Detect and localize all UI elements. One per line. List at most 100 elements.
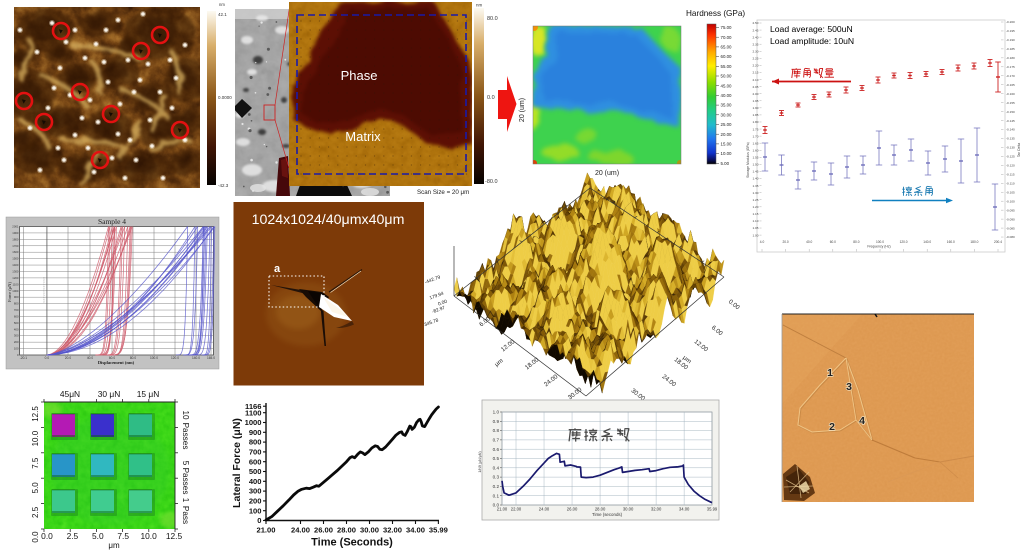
svg-text:5.00: 5.00	[721, 161, 730, 166]
svg-text:20 (um): 20 (um)	[519, 98, 526, 122]
svg-text:-0.085: -0.085	[1006, 226, 1015, 230]
svg-text:Matrix: Matrix	[345, 129, 381, 144]
svg-text:Storage Modulus (GPa): Storage Modulus (GPa)	[746, 142, 750, 178]
svg-text:2.05: 2.05	[752, 85, 758, 89]
svg-text:nm: nm	[219, 2, 225, 7]
svg-text:1: 1	[827, 367, 833, 379]
svg-text:1800: 1800	[12, 237, 19, 241]
svg-text:30.00: 30.00	[721, 112, 733, 117]
svg-text:1.10: 1.10	[752, 219, 758, 223]
svg-text:2.5: 2.5	[31, 506, 40, 518]
svg-text:-0.200: -0.200	[1006, 20, 1015, 24]
svg-text:1600: 1600	[12, 250, 19, 254]
svg-text:2.40: 2.40	[752, 35, 758, 39]
svg-text:-0.130: -0.130	[1006, 146, 1015, 150]
svg-text:300: 300	[249, 487, 262, 496]
svg-text:1100: 1100	[245, 408, 261, 417]
svg-text:-0.160: -0.160	[1006, 92, 1015, 96]
svg-text:-0.135: -0.135	[1006, 137, 1015, 141]
svg-text:Time (Seconds): Time (Seconds)	[311, 537, 393, 549]
svg-text:2.30: 2.30	[752, 49, 758, 53]
svg-text:2.00: 2.00	[752, 92, 758, 96]
svg-text:-0.080: -0.080	[1006, 235, 1015, 239]
svg-text:30.00: 30.00	[360, 526, 379, 535]
svg-text:2.45: 2.45	[752, 28, 758, 32]
svg-text:-0.105: -0.105	[1006, 190, 1015, 194]
svg-text:1000: 1000	[245, 418, 262, 427]
svg-text:-0.190: -0.190	[1006, 38, 1015, 42]
svg-text:Passes: Passes	[181, 468, 190, 495]
svg-text:21.00: 21.00	[497, 507, 508, 512]
svg-text:20 (um): 20 (um)	[595, 170, 619, 177]
svg-text:2001: 2001	[12, 225, 19, 229]
svg-text:80.0: 80.0	[130, 356, 136, 360]
svg-text:32.00: 32.00	[383, 526, 402, 535]
svg-text:65.00: 65.00	[721, 45, 733, 50]
svg-text:μm: μm	[681, 354, 692, 365]
svg-text:Passes: Passes	[181, 423, 190, 450]
svg-text:120.0: 120.0	[171, 356, 179, 360]
svg-text:400: 400	[249, 477, 262, 486]
svg-text:1.55: 1.55	[752, 156, 758, 160]
svg-text:42.1: 42.1	[218, 12, 227, 17]
svg-text:24.00: 24.00	[291, 526, 310, 535]
svg-text:24.00: 24.00	[539, 507, 550, 512]
svg-text:400: 400	[14, 327, 19, 331]
svg-text:-0.195: -0.195	[1006, 29, 1015, 33]
svg-text:70.00: 70.00	[721, 35, 733, 40]
svg-text:1.05: 1.05	[752, 226, 758, 230]
svg-text:28.00: 28.00	[337, 526, 356, 535]
svg-text:0.2: 0.2	[493, 484, 500, 489]
svg-text:5: 5	[181, 461, 190, 466]
svg-text:a: a	[274, 263, 281, 275]
svg-text:12.5: 12.5	[31, 406, 40, 422]
svg-text:1500: 1500	[12, 257, 19, 261]
svg-text:Lateral Force (μN): Lateral Force (μN)	[231, 418, 243, 508]
svg-text:Pass: Pass	[181, 506, 190, 524]
svg-text:55.00: 55.00	[721, 64, 733, 69]
svg-text:100.0: 100.0	[150, 356, 158, 360]
svg-text:1.70: 1.70	[752, 134, 758, 138]
svg-text:15 μN: 15 μN	[137, 389, 160, 399]
svg-text:Phase: Phase	[341, 68, 378, 83]
svg-text:20.00: 20.00	[721, 132, 733, 137]
svg-text:1400: 1400	[12, 263, 19, 267]
svg-text:45.00: 45.00	[721, 83, 733, 88]
svg-text:0.8: 0.8	[493, 428, 500, 433]
svg-text:0.0: 0.0	[45, 356, 50, 360]
svg-text:-0.095: -0.095	[1006, 208, 1015, 212]
svg-text:-0.140: -0.140	[1006, 128, 1015, 132]
svg-text:60.0: 60.0	[109, 356, 115, 360]
svg-text:2.15: 2.15	[752, 71, 758, 75]
svg-text:800: 800	[14, 302, 19, 306]
svg-text:Force (μN): Force (μN)	[7, 281, 12, 302]
svg-text:60.0: 60.0	[830, 240, 836, 244]
svg-text:-345.78: -345.78	[422, 317, 440, 328]
svg-text:0.0000: 0.0000	[218, 95, 232, 100]
svg-text:300: 300	[14, 334, 19, 338]
svg-text:75.00: 75.00	[721, 25, 733, 30]
svg-text:1.20: 1.20	[752, 205, 758, 209]
svg-text:34.00: 34.00	[679, 507, 690, 512]
svg-text:-0.100: -0.100	[1006, 199, 1015, 203]
svg-text:35.00: 35.00	[721, 103, 733, 108]
svg-text:1.75: 1.75	[752, 127, 758, 131]
svg-text:3: 3	[846, 381, 852, 393]
svg-text:1.00: 1.00	[752, 233, 758, 237]
svg-text:160.0: 160.0	[947, 240, 955, 244]
svg-text:100.0: 100.0	[876, 240, 884, 244]
svg-text:1.40: 1.40	[752, 177, 758, 181]
svg-text:45μN: 45μN	[60, 389, 80, 399]
svg-text:Time (seconds): Time (seconds)	[592, 512, 623, 517]
svg-text:-80.0: -80.0	[485, 179, 498, 185]
svg-text:1900: 1900	[12, 231, 19, 235]
svg-text:34.00: 34.00	[406, 526, 425, 535]
svg-text:1.15: 1.15	[752, 212, 758, 216]
svg-text:1.25: 1.25	[752, 198, 758, 202]
svg-text:21.00: 21.00	[256, 526, 275, 535]
svg-text:0.4: 0.4	[493, 465, 500, 470]
svg-text:0.7: 0.7	[493, 438, 500, 443]
svg-text:-0.090: -0.090	[1006, 217, 1015, 221]
svg-text:2.35: 2.35	[752, 42, 758, 46]
svg-text:1.35: 1.35	[752, 184, 758, 188]
